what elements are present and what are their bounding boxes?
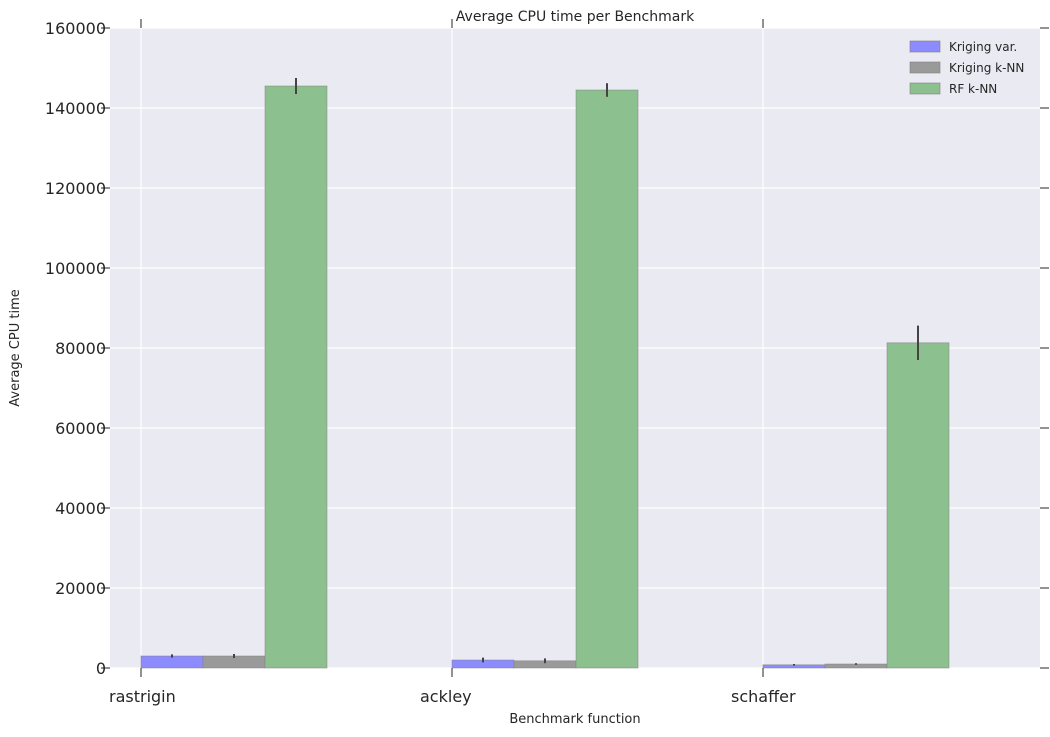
bar-2-rastrigin	[264, 85, 328, 669]
legend-swatch-rf-knn	[909, 82, 941, 95]
x-tick-label-rastrigin: rastrigin	[109, 687, 176, 706]
y-tick-label-0: 0	[96, 659, 106, 678]
bar-2-ackley	[575, 89, 639, 669]
y-tick-labels: 0 20000 40000 60000 80000 100000 120000 140000 1…	[45, 19, 106, 678]
x-tick-label-schaffer: schaffer	[731, 687, 796, 706]
y-tick-label-4: 80000	[55, 339, 106, 358]
y-tick-label-2: 40000	[55, 499, 106, 518]
y-tick-label-5: 100000	[45, 259, 106, 278]
bar-0-rastrigin	[140, 655, 204, 669]
legend-label-rf-knn: RF k-NN	[949, 82, 997, 96]
y-tick-label-8: 160000	[45, 19, 106, 38]
chart-title: Average CPU time per Benchmark	[456, 9, 695, 25]
y-tick-label-1: 20000	[55, 579, 106, 598]
legend-label-kriging-var: Kriging var.	[949, 40, 1017, 54]
legend: Kriging var. Kriging k-NN RF k-NN	[909, 40, 1024, 96]
y-tick-label-3: 60000	[55, 419, 106, 438]
tick-marks	[101, 19, 1049, 677]
x-tick-label-ackley: ackley	[420, 687, 472, 706]
error-bars-group	[171, 78, 919, 666]
y-tick-label-7: 140000	[45, 99, 106, 118]
y-tick-label-6: 120000	[45, 179, 106, 198]
legend-swatch-kriging-var	[909, 40, 941, 53]
bars-group	[140, 85, 950, 669]
x-axis-label: Benchmark function	[509, 712, 640, 727]
x-tick-labels: rastrigin ackley schaffer	[109, 687, 796, 706]
bar-2-schaffer	[886, 342, 950, 669]
legend-label-kriging-knn: Kriging k-NN	[949, 61, 1024, 75]
legend-swatch-kriging-knn	[909, 61, 941, 74]
y-axis-label: Average CPU time	[8, 289, 23, 406]
